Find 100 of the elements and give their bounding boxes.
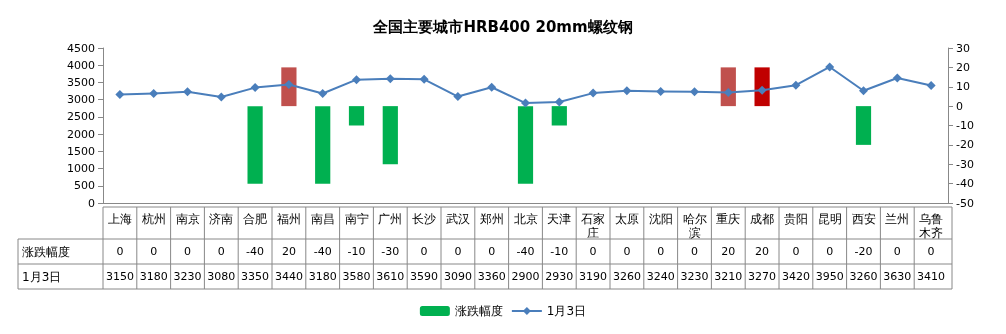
data-label: 3410	[917, 270, 946, 283]
data-label: 3240	[646, 270, 675, 283]
text: 涨跌幅度	[22, 244, 70, 259]
data-label: 0	[623, 245, 631, 258]
data-label: 3180	[308, 270, 337, 283]
point	[791, 80, 801, 90]
data-label: 3090	[443, 270, 472, 283]
data-label: -40	[516, 245, 535, 258]
data-label: 0	[893, 245, 901, 258]
x-tick-label: 石家庄	[581, 212, 606, 240]
data-label: 3440	[274, 270, 303, 283]
data-label: 0	[927, 245, 935, 258]
data-label: 3190	[579, 270, 608, 283]
data-label: 3420	[781, 270, 810, 283]
data-label: -40	[313, 245, 332, 258]
y-tick-label: 4500	[67, 41, 95, 55]
data-label: -10	[550, 245, 569, 258]
data-label: 20	[721, 245, 736, 258]
data-label: 3230	[680, 270, 709, 283]
data-label: 2930	[545, 270, 574, 283]
data-label: 3080	[207, 270, 236, 283]
point	[318, 88, 328, 98]
y-tick-label: 4000	[67, 58, 95, 72]
data-label: 0	[454, 245, 462, 258]
point	[859, 86, 868, 96]
point	[183, 87, 192, 97]
data-label: 20	[281, 245, 296, 258]
data-label: 0	[589, 245, 597, 258]
point	[216, 92, 226, 102]
data-label: 0	[691, 245, 698, 258]
x-tick-label: 福州	[276, 212, 301, 226]
text: 1月3日	[22, 269, 62, 284]
x-tick-label: 广州	[378, 212, 403, 226]
x-tick-label: 南京	[175, 212, 200, 226]
data-label: 0	[116, 245, 124, 258]
point	[588, 88, 598, 98]
data-label: 3590	[410, 270, 439, 283]
y-tick-label: 500	[74, 179, 95, 193]
x-tick-label: 杭州	[140, 212, 166, 226]
point	[690, 87, 699, 97]
data-label: -40	[246, 245, 265, 258]
x-tick-label: 北京	[513, 212, 538, 226]
y-tick-label: 0	[88, 196, 95, 210]
point	[352, 75, 361, 85]
x-tick-label: 太原	[614, 212, 639, 226]
y-tick-label: 3000	[67, 93, 95, 107]
x-tick-label: 济南	[209, 212, 234, 226]
data-label: 3230	[173, 270, 202, 283]
point	[250, 83, 260, 93]
data-label: 3270	[748, 270, 777, 283]
y-tick-label: 2000	[67, 127, 95, 141]
data-label: 3630	[883, 270, 912, 283]
legend-label: 涨跌幅度	[454, 304, 503, 318]
x-tick-label: 重庆	[716, 212, 741, 226]
x-tick-label: 哈尔滨	[682, 212, 707, 240]
data-label: 0	[150, 245, 158, 258]
x-tick-label: 上海	[107, 212, 132, 226]
y2-tick-label: 0	[956, 99, 963, 113]
x-tick-label: 乌鲁木齐	[919, 212, 944, 240]
point	[656, 86, 666, 96]
data-label: -30	[381, 245, 400, 258]
point	[419, 74, 429, 84]
data-label: 3260	[612, 270, 641, 283]
data-label: 0	[657, 245, 665, 258]
data-label: 0	[792, 245, 800, 258]
y2-tick-label: -40	[956, 177, 974, 191]
data-label: 3580	[342, 270, 371, 283]
data-label: 0	[420, 245, 428, 258]
data-label: 3260	[849, 270, 878, 283]
point	[487, 82, 497, 92]
point	[554, 97, 564, 107]
x-tick-label: 武汉	[445, 212, 470, 226]
data-label: 0	[217, 245, 225, 258]
x-tick-label: 天津	[547, 212, 572, 226]
x-tick-label: 郑州	[479, 212, 504, 226]
point	[521, 98, 530, 108]
data-label: 3180	[139, 270, 168, 283]
y2-tick-label: -10	[956, 119, 974, 132]
y2-tick-label: -30	[956, 157, 974, 171]
chart-title: 全国主要城市HRB400 20mm螺纹钢	[372, 17, 633, 36]
data-label: 0	[488, 245, 496, 258]
point	[825, 62, 835, 72]
y2-tick-label: -20	[956, 138, 974, 152]
x-tick-label: 西安	[851, 212, 876, 226]
data-label: 3610	[376, 270, 405, 283]
point	[622, 86, 632, 96]
legend-label: 1月3日	[546, 304, 587, 318]
x-tick-label: 合肥	[243, 212, 268, 226]
y-tick-label: 2500	[67, 110, 95, 124]
y2-tick-label: 20	[956, 60, 970, 74]
x-tick-label: 南昌	[310, 212, 335, 226]
data-label: 3350	[241, 270, 270, 283]
point	[385, 74, 395, 84]
data-label: -20	[854, 245, 873, 258]
data-label: 2900	[511, 270, 540, 283]
x-tick-label: 兰州	[885, 212, 910, 226]
data-label: 3360	[477, 270, 506, 283]
data-label: 0	[184, 245, 191, 258]
x-tick-label: 昆明	[817, 212, 842, 226]
data-label: 0	[826, 245, 834, 258]
